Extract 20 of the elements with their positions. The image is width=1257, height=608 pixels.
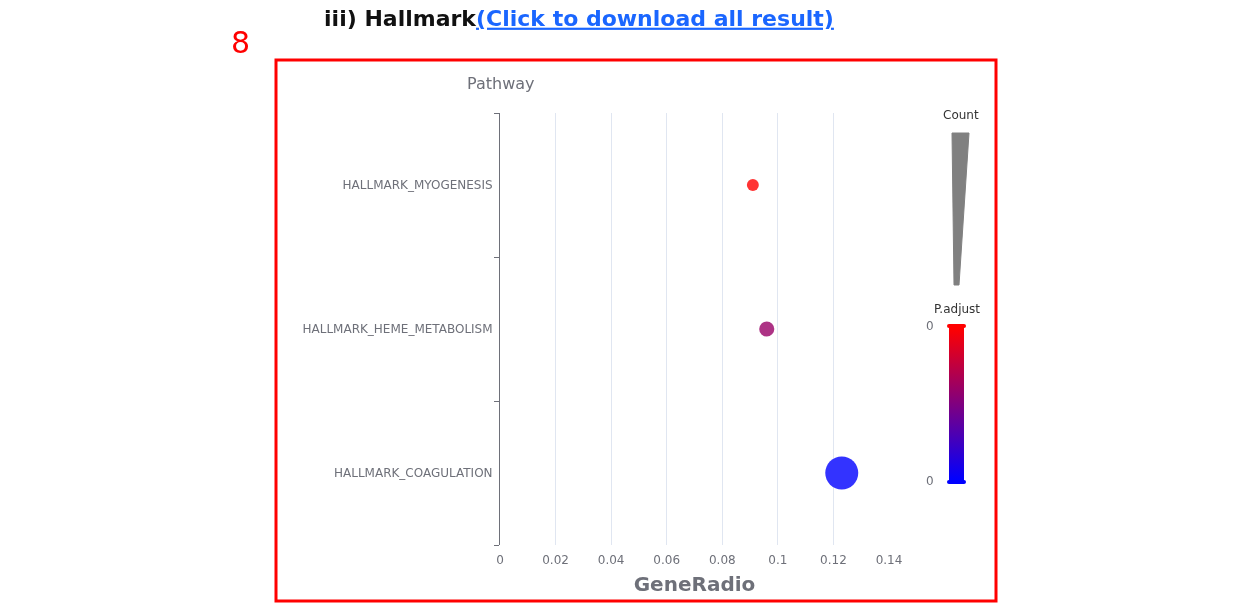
x-tick-label: 0.1 <box>768 553 788 567</box>
chart-subtitle: (Click to download all result) <box>476 5 834 31</box>
x-tick-label: 0.04 <box>597 553 625 567</box>
y-tick-label: HALLMARK_HEME_METABOLISM <box>302 322 493 337</box>
y-tick-label: HALLMARK_COAGULATION <box>333 466 493 481</box>
x-tick-label: 0.06 <box>653 553 681 567</box>
chart-title: iii) Hallmark <box>324 5 478 31</box>
y-axis-title: Pathway <box>467 74 535 93</box>
y-tick-label: HALLMARK_MYOGENESIS <box>342 178 493 193</box>
text: 0 <box>926 474 934 488</box>
x-axis-title: GeneRadio <box>633 571 756 596</box>
color-bar-title: P.adjust <box>934 302 981 316</box>
x-tick-label: 0.02 <box>542 553 569 567</box>
x-tick-label: 0.12 <box>820 553 847 567</box>
x-tick-label: 0.08 <box>708 553 736 567</box>
text: 0 <box>926 319 934 333</box>
x-tick-label: 0.14 <box>875 553 903 567</box>
x-tick-label: 0 <box>496 553 504 567</box>
legend-title: Count <box>943 108 979 122</box>
text: 8 <box>231 25 251 60</box>
